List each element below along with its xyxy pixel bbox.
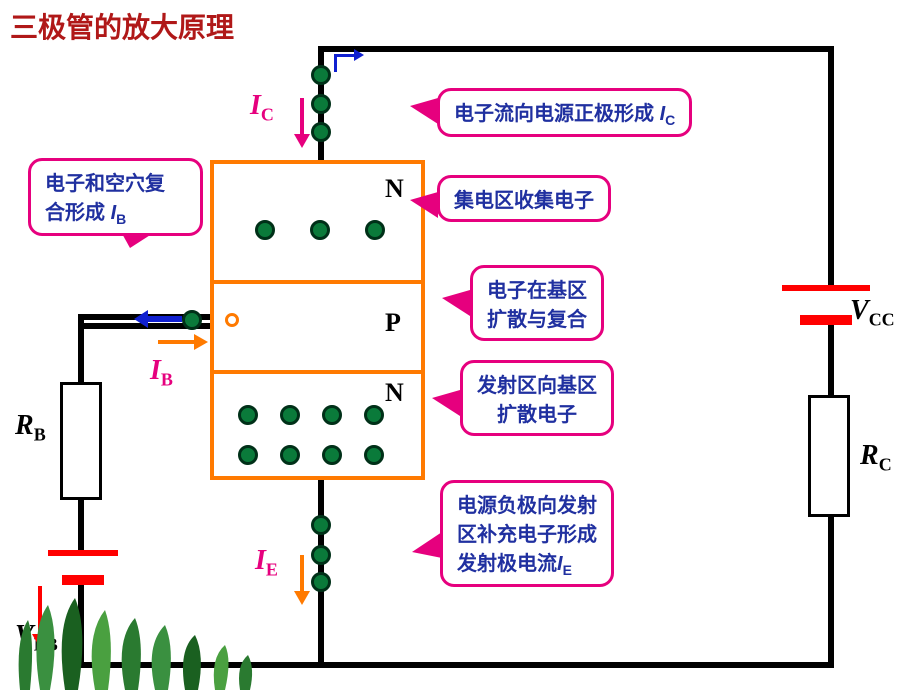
- wire: [828, 516, 834, 668]
- callout-pointer: [410, 98, 438, 124]
- resistor-rb: [60, 382, 102, 500]
- battery-vbb-long: [48, 550, 118, 556]
- callout-pointer: [442, 290, 470, 316]
- resistor-rc: [808, 395, 850, 517]
- electron: [255, 220, 275, 240]
- page-title: 三极管的放大原理: [10, 6, 234, 46]
- battery-vcc-long: [782, 285, 870, 291]
- electron: [238, 405, 258, 425]
- electron: [322, 445, 342, 465]
- label-vcc: VCC: [850, 295, 895, 331]
- current-ib: IB: [150, 355, 173, 391]
- transistor-divider-2: [210, 370, 425, 374]
- callout-pointer: [432, 390, 460, 416]
- label-rc: RC: [860, 440, 892, 476]
- region-label-n-top: N: [385, 174, 404, 204]
- current-ie: IE: [255, 545, 278, 581]
- electron: [322, 405, 342, 425]
- electron: [310, 220, 330, 240]
- wire: [828, 46, 834, 286]
- electron: [280, 445, 300, 465]
- electron: [311, 94, 331, 114]
- electron: [280, 405, 300, 425]
- callout-emitter-current: 电源负极向发射 区补充电子形成 发射极电流IE: [440, 480, 614, 587]
- region-label-n-bottom: N: [385, 378, 404, 408]
- region-label-p: P: [385, 308, 401, 338]
- callout-pointer: [410, 192, 438, 218]
- current-ic: IC: [250, 90, 274, 126]
- wire: [828, 324, 834, 396]
- electron: [311, 572, 331, 592]
- battery-vcc-short: [800, 315, 852, 325]
- electron: [311, 65, 331, 85]
- electron: [182, 310, 202, 330]
- transistor-divider-1: [210, 280, 425, 284]
- callout-collector: 集电区收集电子: [437, 175, 611, 222]
- label-rb: RB: [15, 410, 46, 446]
- hole: [225, 313, 239, 327]
- wire: [78, 498, 84, 552]
- electron: [364, 405, 384, 425]
- electron: [311, 122, 331, 142]
- callout-ic-flow: 电子流向电源正极形成 IC: [437, 88, 692, 137]
- electron: [311, 545, 331, 565]
- electron: [311, 515, 331, 535]
- callout-ib-recombination: 电子和空穴复 合形成 IB: [28, 158, 203, 236]
- callout-emitter-diffuse: 发射区向基区 扩散电子: [460, 360, 614, 436]
- electron: [238, 445, 258, 465]
- callout-pointer: [412, 532, 442, 558]
- plants-decoration: [0, 580, 280, 690]
- callout-diffuse-base: 电子在基区 扩散与复合: [470, 265, 604, 341]
- electron: [365, 220, 385, 240]
- electron: [364, 445, 384, 465]
- wire: [318, 46, 834, 52]
